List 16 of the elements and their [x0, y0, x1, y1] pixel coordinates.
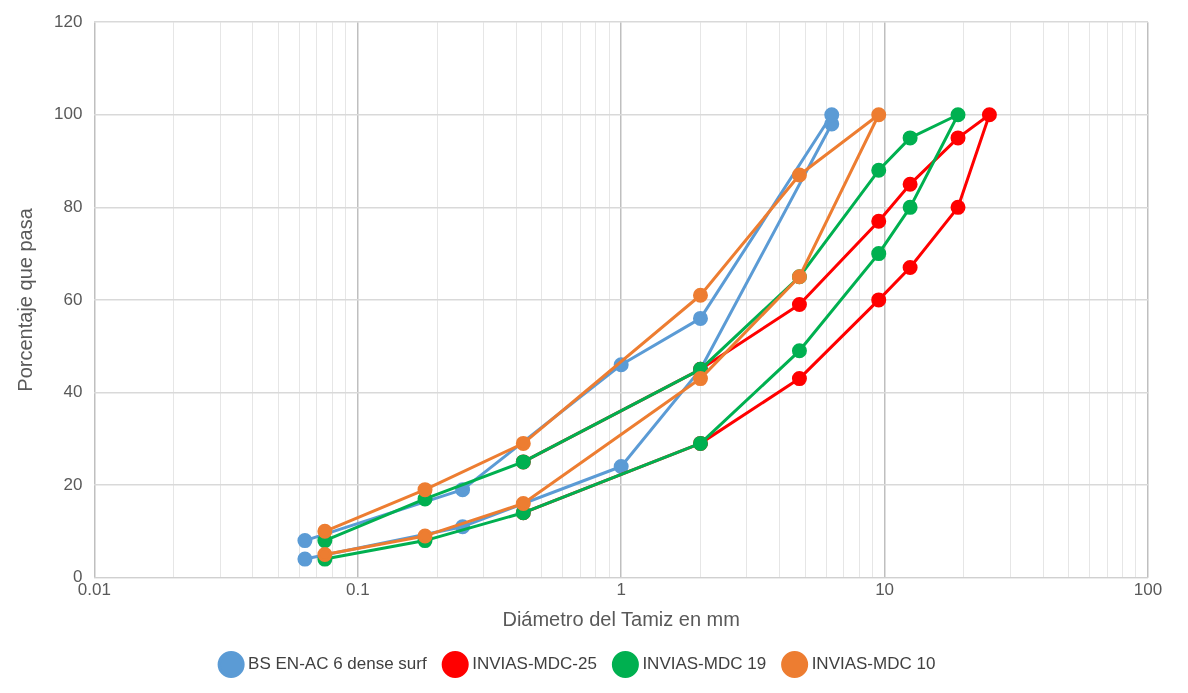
legend-label: INVIAS-MDC-25 [472, 654, 597, 674]
x-tick-label: 10 [875, 580, 895, 600]
legend-label: INVIAS-MDC 10 [811, 654, 936, 674]
x-tick-label: 100 [1133, 580, 1163, 600]
y-tick-label: 80 [63, 197, 83, 217]
y-tick-label: 40 [63, 382, 83, 402]
x-tick-label: 0.1 [345, 580, 370, 600]
y-tick-label: 60 [63, 289, 83, 309]
x-axis-title: Diámetro del Tamiz en mm [502, 607, 740, 630]
y-tick-label: 20 [63, 474, 83, 494]
legend-label: BS EN-AC 6 dense surf [248, 654, 427, 674]
y-tick-label: 100 [53, 104, 83, 124]
x-tick-label: 1 [616, 580, 626, 600]
y-axis-title: Porcentaje que pasa [13, 207, 36, 392]
y-tick-label: 120 [53, 11, 83, 31]
legend-label: INVIAS-MDC 19 [642, 654, 767, 674]
